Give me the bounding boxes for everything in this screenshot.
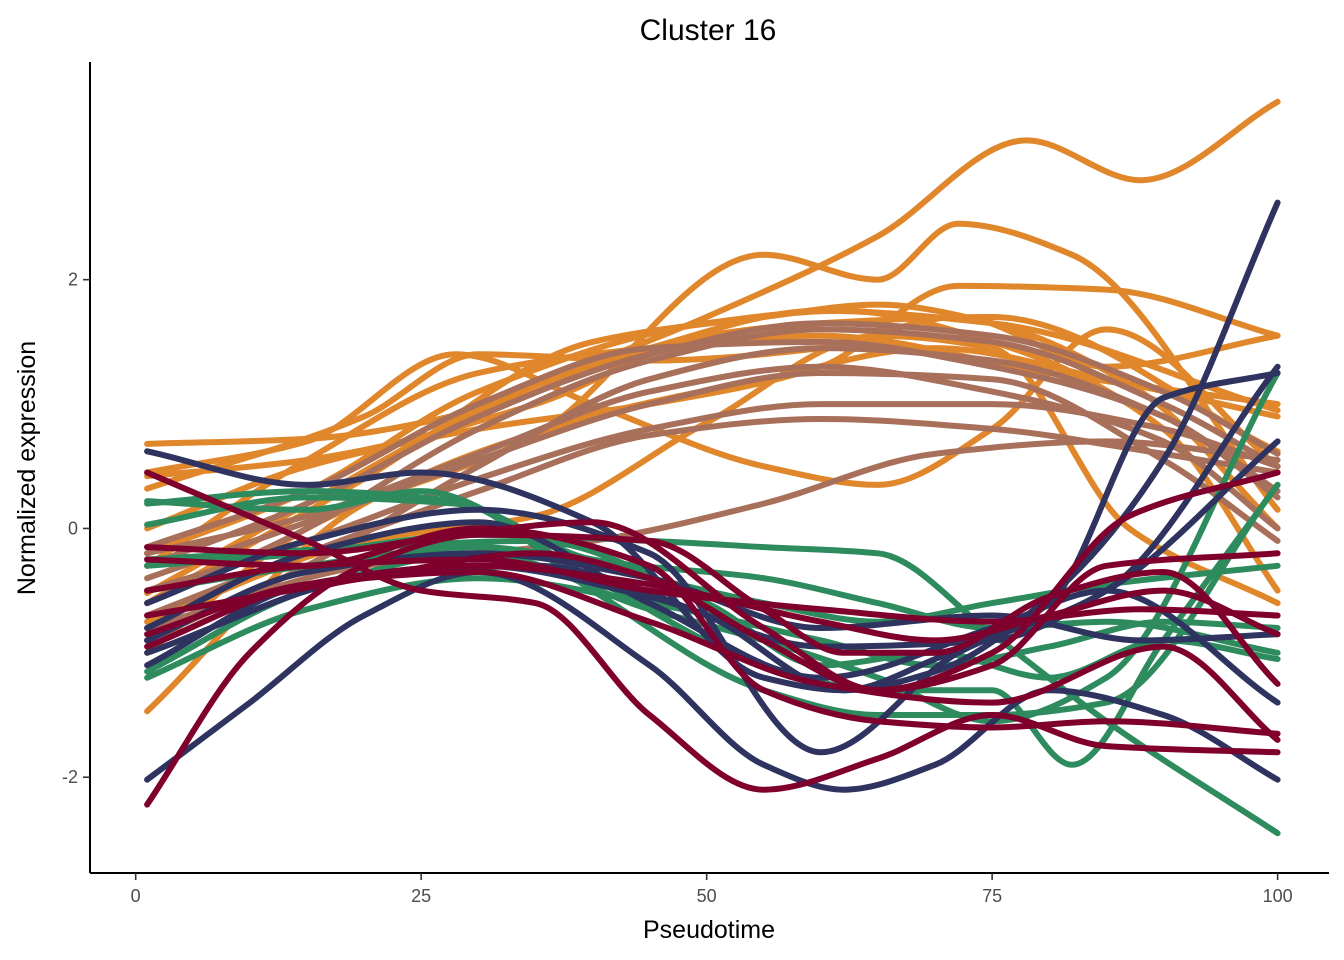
- series-line-crimson-41: [144, 525, 1281, 737]
- series-line-crimson-43: [144, 569, 1281, 743]
- x-tick-label: 100: [1263, 886, 1293, 906]
- series-line-orange-9: [144, 326, 1281, 488]
- x-axis-ticks: 0 25 50 75 100: [131, 873, 1293, 906]
- series-line-crimson-44: [144, 519, 1281, 694]
- curve-layer: [144, 98, 1281, 837]
- series-line-brown-19: [144, 370, 1281, 582]
- x-axis-title: Pseudotime: [643, 916, 775, 944]
- x-tick-label: 75: [982, 886, 1002, 906]
- series-line-orange-4: [144, 314, 1281, 480]
- chart-title: Cluster 16: [640, 14, 777, 47]
- series-line-green-23: [144, 494, 1281, 656]
- x-tick-label: 50: [697, 886, 717, 906]
- series-line-navy-31: [144, 199, 1281, 694]
- y-axis-ticks: -2 0 2: [62, 270, 90, 787]
- series-line-orange-8: [144, 282, 1281, 532]
- y-tick-label: 2: [68, 270, 78, 290]
- y-axis-title: Normalized expression: [13, 341, 41, 595]
- y-tick-label: -2: [62, 767, 78, 787]
- y-tick-label: 0: [68, 518, 78, 538]
- x-tick-label: 0: [131, 886, 141, 906]
- series-line-navy-30: [144, 569, 1281, 793]
- x-tick-label: 25: [411, 886, 431, 906]
- series-line-crimson-37: [144, 531, 1281, 808]
